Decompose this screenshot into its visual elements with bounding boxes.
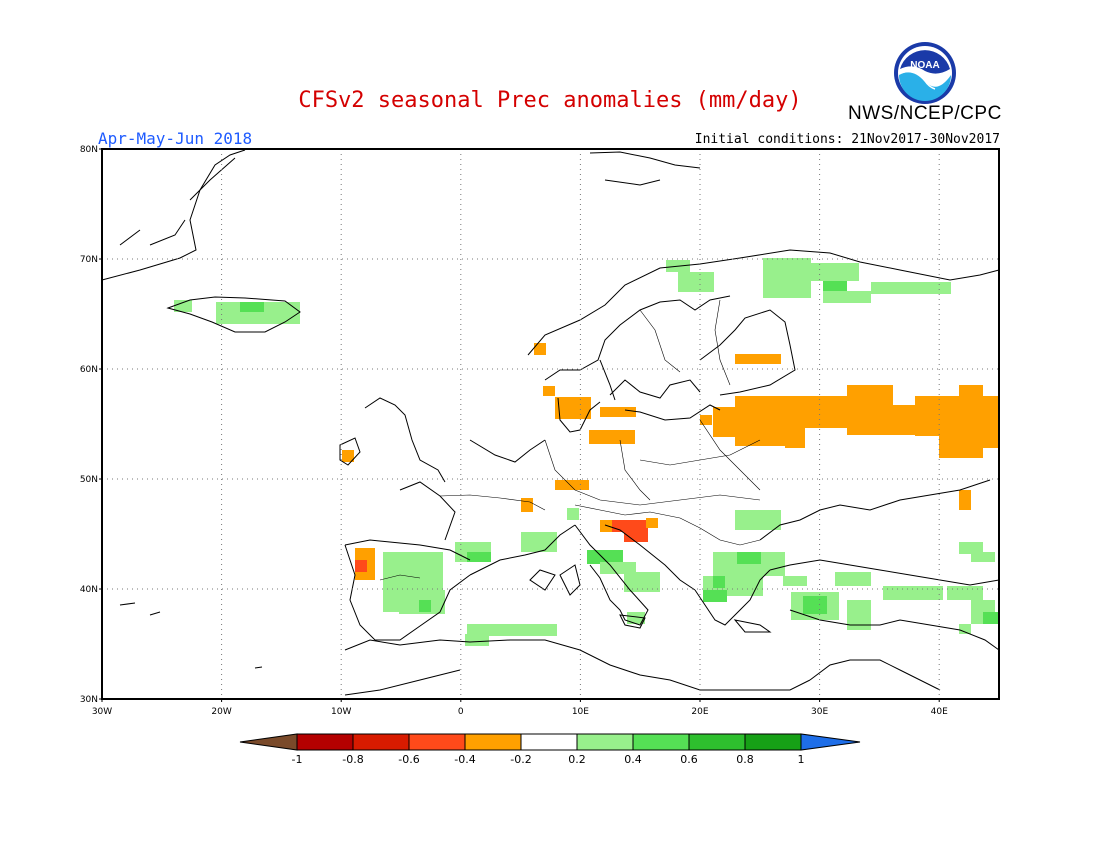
- latitude-label: 80N: [80, 145, 98, 155]
- logo-text: NOAA: [910, 60, 939, 71]
- latitude-label: 70N: [80, 255, 98, 265]
- longitude-label: 30W: [92, 707, 112, 717]
- legend-label: 0.6: [680, 753, 698, 766]
- latitude-label: 50N: [80, 475, 98, 485]
- latitude-label: 40N: [80, 585, 98, 595]
- plot-frame: [101, 148, 1000, 700]
- legend-swatch: [744, 733, 802, 751]
- legend-label: 0.8: [736, 753, 754, 766]
- coastlines: [101, 149, 1000, 696]
- season-period-label: Apr-May-Jun 2018: [98, 129, 253, 148]
- longitude-label: 20E: [691, 707, 708, 717]
- color-legend: [239, 733, 861, 751]
- chart-title: CFSv2 seasonal Prec anomalies (mm/day): [298, 88, 802, 113]
- latitude-label: 60N: [80, 365, 98, 375]
- legend-label: -0.4: [454, 753, 475, 766]
- legend-label: -1: [292, 753, 303, 766]
- color-legend-labels: -1 -0.8 -0.6 -0.4 -0.2 0.2 0.4 0.6 0.8 1: [292, 753, 805, 766]
- noaa-logo: NOAA: [894, 42, 956, 104]
- legend-low-arrow: [239, 733, 298, 751]
- legend-label: 1: [798, 753, 805, 766]
- longitude-label: 40E: [931, 707, 948, 717]
- legend-swatch: [688, 733, 746, 751]
- latitude-label: 30N: [80, 695, 98, 705]
- legend-high-arrow: [800, 733, 861, 751]
- legend-swatch: [576, 733, 634, 751]
- legend-label: -0.6: [398, 753, 419, 766]
- legend-label: 0.2: [568, 753, 586, 766]
- longitude-label: 10E: [572, 707, 589, 717]
- legend-swatch: [464, 733, 522, 751]
- legend-swatch: [632, 733, 690, 751]
- legend-swatch: [520, 733, 578, 751]
- longitude-label: 20W: [211, 707, 231, 717]
- legend-swatch: [352, 733, 410, 751]
- longitude-labels: 30W 20W 10W 0 10E 20E 30E 40E: [92, 699, 948, 717]
- agency-label: NWS/NCEP/CPC: [848, 103, 1002, 124]
- gridlines: [102, 149, 999, 699]
- initial-conditions-label: Initial conditions: 21Nov2017-30Nov2017: [694, 132, 1000, 147]
- longitude-label: 10W: [331, 707, 351, 717]
- legend-label: 0.4: [624, 753, 642, 766]
- legend-label: -0.8: [342, 753, 363, 766]
- legend-swatch: [408, 733, 466, 751]
- longitude-label: 0: [458, 707, 464, 717]
- latitude-labels: 80N 70N 60N 50N 40N 30N: [80, 145, 102, 705]
- legend-label: -0.2: [510, 753, 531, 766]
- legend-swatch: [296, 733, 354, 751]
- political-borders: [379, 299, 761, 581]
- longitude-label: 30E: [811, 707, 828, 717]
- anomaly-cells: [174, 258, 999, 646]
